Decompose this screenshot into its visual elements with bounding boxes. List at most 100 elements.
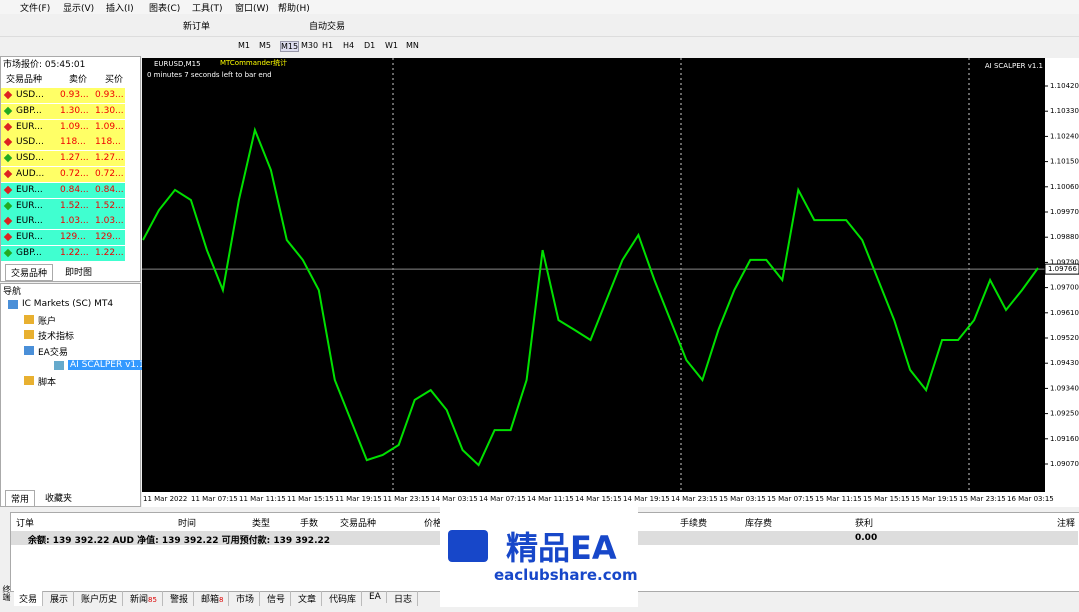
x-tick-label: 11 Mar 2022 [143, 495, 187, 503]
quote-cell: GBP... [16, 105, 42, 116]
x-tick-label: 16 Mar 03:15 [1007, 495, 1054, 503]
axis-panel [1045, 58, 1079, 507]
balance-text: 余额: 139 392.22 AUD 净值: 139 392.22 可用预付款:… [28, 536, 331, 546]
y-tick-label: 1.09970 [1050, 208, 1079, 216]
terminal-tab[interactable]: 信号 [262, 591, 292, 606]
quote-row [1, 135, 125, 151]
tree-item[interactable]: EA交易 [38, 347, 68, 358]
timeframe-button[interactable]: D1 [364, 41, 376, 50]
column-header: 交易品种 [340, 519, 377, 529]
menu-item[interactable]: 文件(F) [20, 4, 51, 14]
terminal-tab[interactable]: EA [364, 591, 387, 603]
quote-cell: 118... [60, 137, 86, 148]
column-header: 获利 [855, 519, 874, 529]
quote-cell: 1.30... [95, 105, 124, 116]
x-tick-label: 15 Mar 03:15 [719, 495, 766, 503]
toolbar-2 [0, 37, 1079, 56]
terminal-tab[interactable]: 新闻85 [125, 591, 163, 606]
quote-row [1, 103, 125, 119]
quote-row [1, 182, 125, 198]
terminal-tab[interactable]: 账户历史 [76, 591, 124, 606]
quote-cell: 0.93... [60, 90, 89, 100]
tree-icon [8, 300, 18, 309]
menu-bar [0, 0, 1079, 14]
terminal-tab[interactable]: 交易 [14, 591, 44, 606]
tree-icon [24, 345, 34, 355]
tree-icon [24, 315, 34, 325]
tree-item[interactable]: IC Markets (SC) MT4 [22, 299, 114, 309]
x-tick-label: 15 Mar 11:15 [815, 495, 862, 503]
tree-icon [54, 360, 64, 370]
tree-icon [24, 330, 34, 340]
terminal-tab[interactable]: 日志 [389, 591, 419, 606]
timeframe-button[interactable]: MN [406, 41, 419, 50]
terminal-tab[interactable]: 文章 [293, 591, 323, 606]
x-tick-label: 11 Mar 19:15 [335, 495, 382, 503]
menu-item[interactable]: 插入(I) [106, 4, 134, 14]
quote-cell: USD... [16, 153, 44, 164]
quote-row [1, 230, 125, 246]
quote-cell: 1.09... [60, 121, 89, 132]
y-tick-label: 1.09520 [1050, 334, 1079, 342]
auto-trading-button[interactable]: 自动交易 [309, 22, 346, 32]
watermark-logo [448, 530, 488, 562]
quote-cell: EUR... [16, 121, 43, 132]
tree-item[interactable]: AI SCALPER v1.1 [68, 359, 147, 370]
menu-item[interactable]: 显示(V) [63, 4, 95, 14]
tab-badge: 85 [148, 596, 157, 604]
menu-item[interactable]: 帮助(H) [278, 4, 310, 14]
panel-title: 导航 [3, 287, 22, 297]
timeframe-button[interactable]: M15 [280, 41, 300, 52]
last-price-box [1044, 263, 1079, 275]
tab-badge: 8 [219, 596, 224, 604]
column-header: 卖价 [69, 75, 88, 85]
quote-cell: 0.72... [60, 169, 89, 179]
menu-item[interactable]: 工具(T) [192, 4, 223, 14]
profit-text: 0.00 [855, 533, 878, 543]
menu-item[interactable]: 窗口(W) [235, 4, 269, 14]
chart-subtitle: MTCommander统计 [220, 58, 287, 67]
quote-row [1, 151, 125, 167]
panel-tab[interactable]: 即时图 [65, 268, 93, 278]
y-tick-label: 1.10420 [1050, 82, 1079, 90]
column-header: 类型 [252, 519, 271, 529]
timeframe-button[interactable]: H4 [343, 41, 355, 50]
terminal-tab[interactable]: 邮箱8 [196, 591, 230, 606]
tree-item[interactable]: 技术指标 [38, 332, 75, 343]
timeframe-button[interactable]: M30 [301, 41, 319, 50]
terminal-tab[interactable]: 代码库 [324, 591, 363, 606]
terminal-tab[interactable]: 警报 [165, 591, 195, 606]
timeframe-button[interactable]: M5 [259, 41, 271, 50]
panel-tab[interactable]: 收藏夹 [45, 494, 73, 504]
quote-cell: EUR... [16, 232, 43, 243]
timeframe-button[interactable]: H1 [322, 41, 334, 50]
column-header: 手数 [300, 519, 319, 529]
x-tick-label: 15 Mar 19:15 [911, 495, 958, 503]
x-tick-label: 14 Mar 03:15 [431, 495, 478, 503]
quote-cell: 1.52... [95, 200, 124, 211]
quote-cell: 118... [95, 137, 121, 148]
tree-item[interactable]: 脚本 [38, 378, 57, 388]
terminal-tab[interactable]: 市场 [231, 591, 261, 606]
y-tick-label: 1.09880 [1050, 233, 1079, 241]
x-tick-label: 15 Mar 15:15 [863, 495, 910, 503]
new-order-button[interactable]: 新订单 [183, 22, 211, 32]
menu-item[interactable]: 图表(C) [149, 4, 181, 14]
watermark-url: eaclubshare.com [494, 566, 638, 584]
tree-item[interactable]: 账户 [38, 317, 57, 328]
quote-row [1, 198, 125, 214]
terminal-side-label: 终端 [2, 585, 11, 601]
column-header: 买价 [105, 75, 124, 85]
panel-tab[interactable]: 常用 [5, 490, 36, 507]
terminal-tab[interactable]: 展示 [45, 591, 75, 606]
quote-cell: 0.84... [95, 184, 124, 195]
y-tick-label: 1.09610 [1050, 309, 1079, 317]
quote-cell: 1.27... [60, 153, 89, 164]
y-tick-label: 1.09790 [1050, 258, 1079, 266]
timeframe-button[interactable]: W1 [385, 41, 398, 50]
quote-row [1, 167, 125, 182]
panel-tab[interactable]: 交易品种 [5, 264, 54, 281]
quote-cell: 0.72... [95, 169, 124, 179]
timeframe-button[interactable]: M1 [238, 41, 250, 50]
chart-title: EURUSD,M15 [154, 60, 201, 68]
